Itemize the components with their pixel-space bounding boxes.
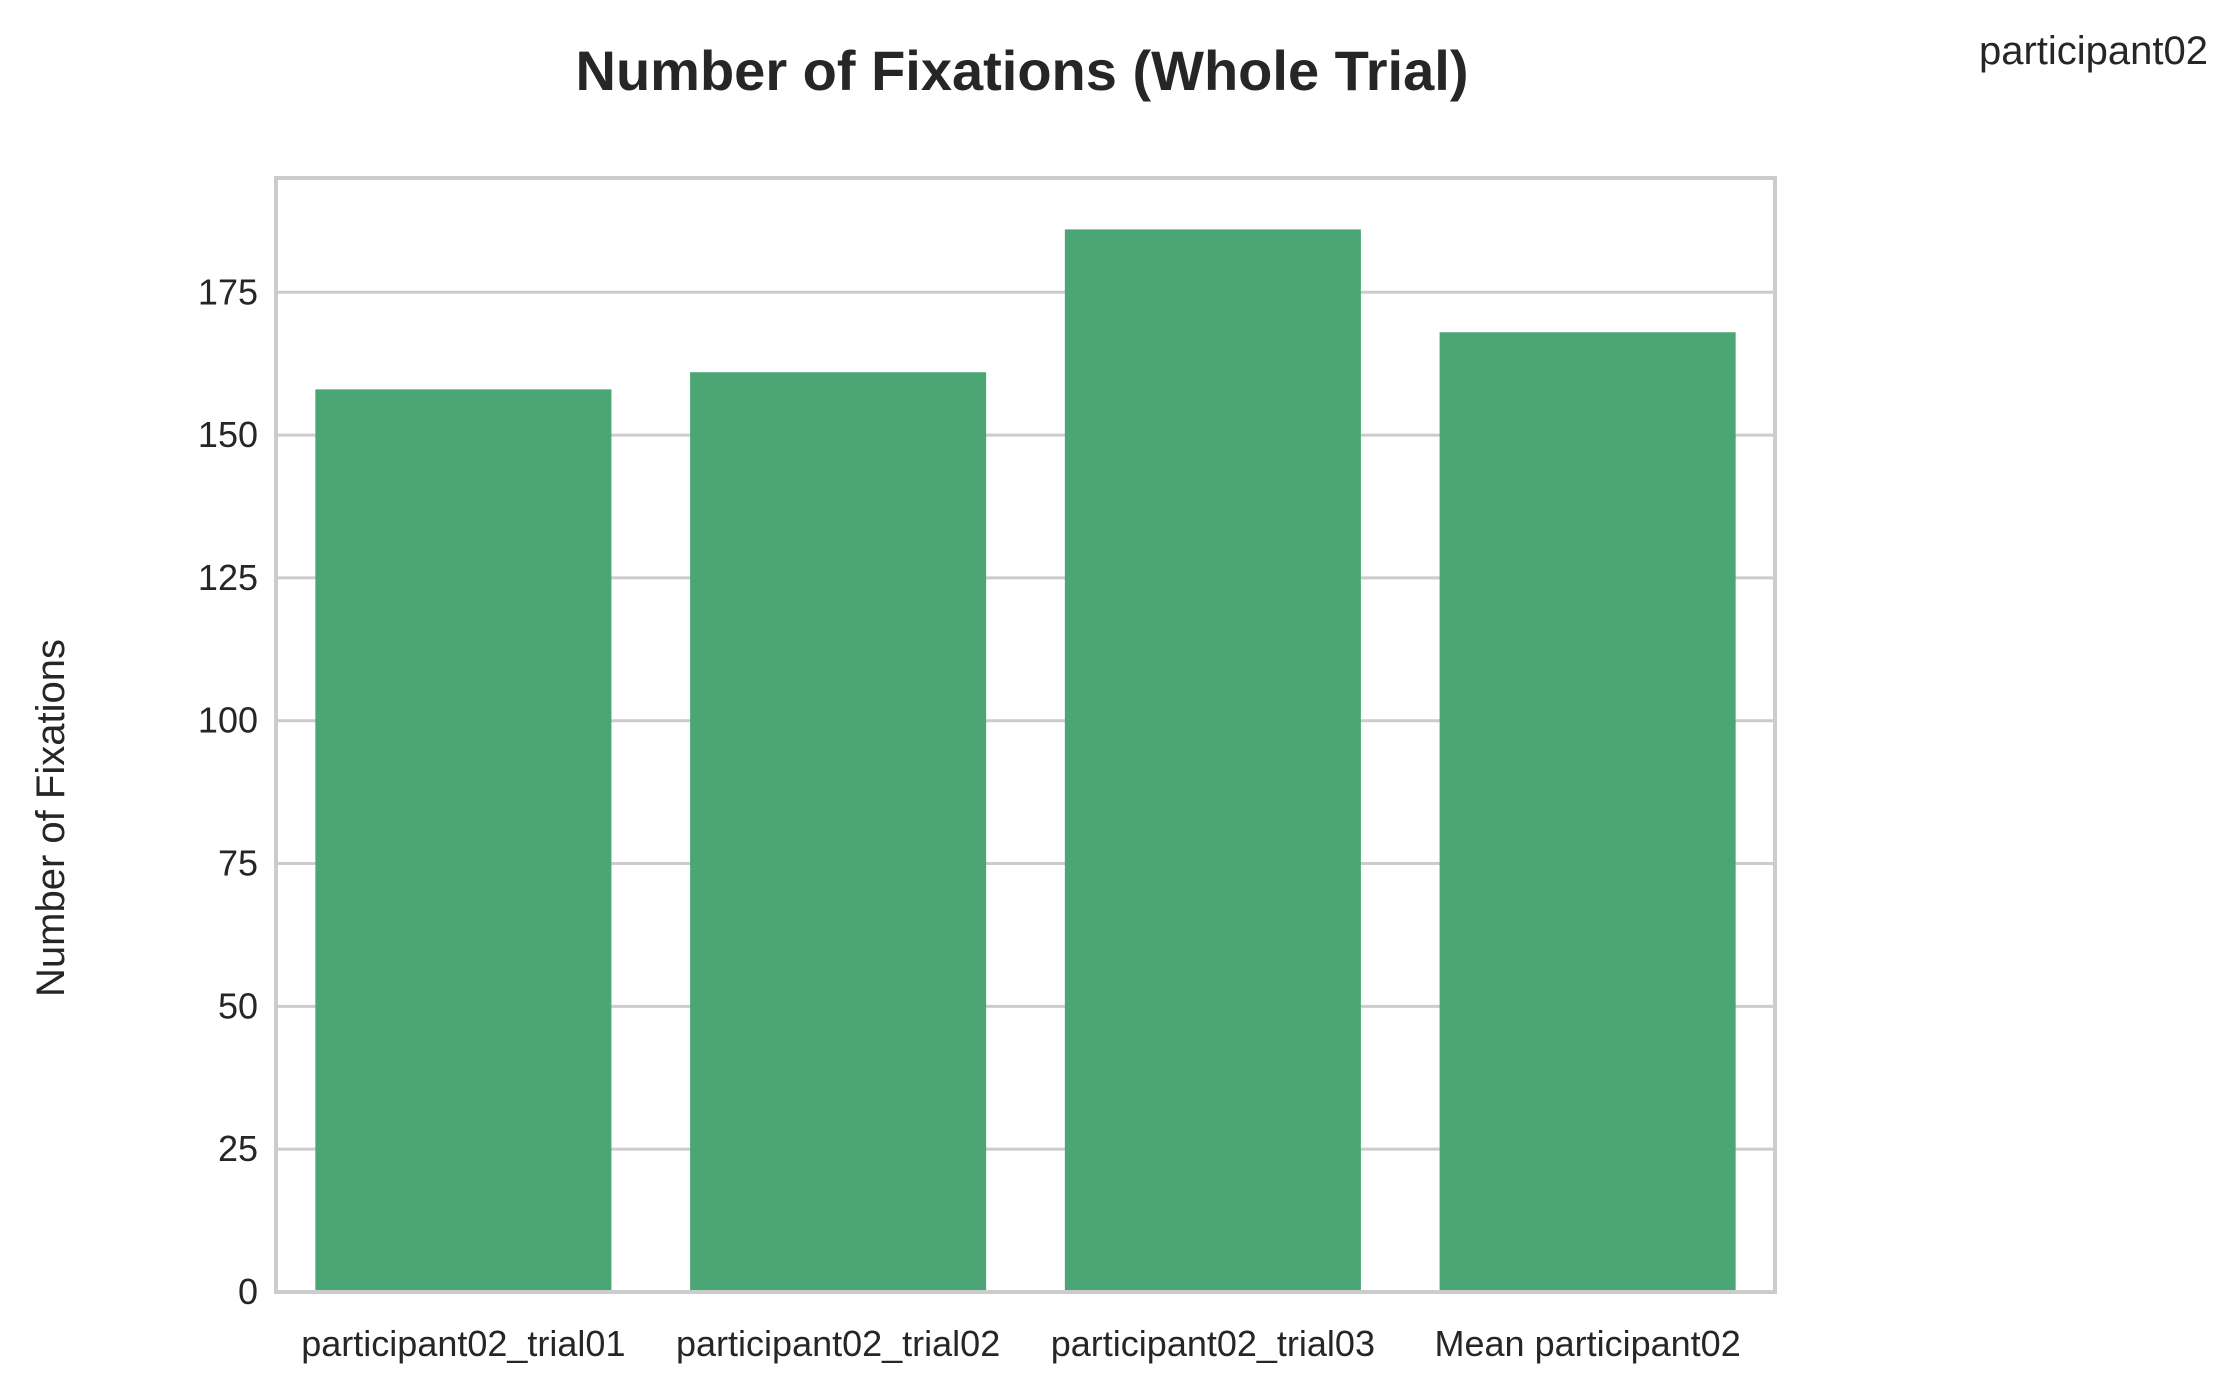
- y-tick-label-175: 175: [198, 271, 258, 312]
- y-tick-label-100: 100: [198, 700, 258, 741]
- x-tick-label-4: Mean participant02: [1435, 1323, 1741, 1364]
- y-tick-label-150: 150: [198, 414, 258, 455]
- y-tick-label-0: 0: [238, 1271, 258, 1312]
- y-tick-label-75: 75: [218, 843, 258, 884]
- x-tick-label-1: participant02_trial01: [301, 1323, 625, 1364]
- bar-2: [690, 372, 987, 1292]
- y-axis-label: Number of Fixations: [29, 639, 73, 997]
- y-tick-label-125: 125: [198, 557, 258, 598]
- bar-1: [315, 389, 612, 1292]
- bar-3: [1064, 229, 1361, 1292]
- x-tick-labels: participant02_trial01 participant02_trial…: [301, 1323, 1740, 1364]
- x-tick-label-2: participant02_trial02: [676, 1323, 1000, 1364]
- plot-frame: [274, 176, 1777, 1294]
- y-tick-labels: 0 25 50 75 100 125 150 175: [198, 271, 258, 1312]
- bar-4: [1439, 332, 1736, 1292]
- legend-label: participant02: [1979, 29, 2208, 73]
- y-tick-label-25: 25: [218, 1128, 258, 1169]
- y-tick-label-50: 50: [218, 985, 258, 1026]
- chart-title: Number of Fixations (Whole Trial): [576, 39, 1469, 102]
- x-tick-label-3: participant02_trial03: [1051, 1323, 1375, 1364]
- bars: [315, 229, 1736, 1292]
